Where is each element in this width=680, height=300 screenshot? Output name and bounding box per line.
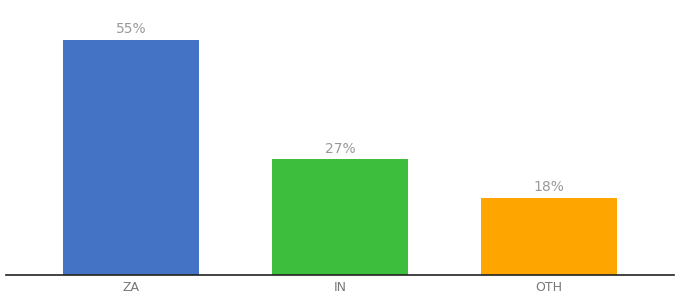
Text: 18%: 18%	[534, 180, 564, 194]
Bar	[63, 40, 199, 274]
Text: 27%: 27%	[324, 142, 356, 156]
Bar	[272, 159, 408, 274]
Bar	[481, 198, 617, 274]
Text: 55%: 55%	[116, 22, 146, 36]
